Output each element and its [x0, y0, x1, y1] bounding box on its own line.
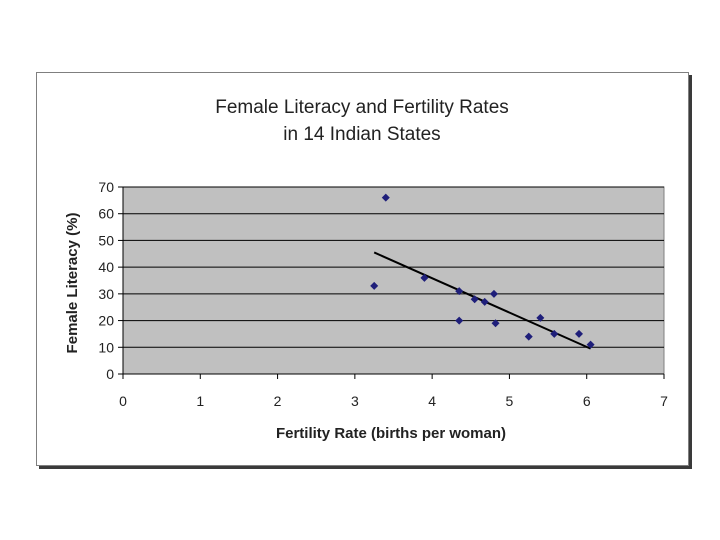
x-tick-label-6: 6	[583, 393, 591, 409]
data-point-14	[586, 340, 595, 349]
data-point-2	[381, 193, 390, 202]
x-tick-label-3: 3	[351, 393, 359, 409]
chart-subtitle: in 14 Indian States	[283, 124, 440, 145]
data-point-10	[524, 332, 533, 341]
y-tick-label-10: 10	[98, 339, 114, 355]
y-tick-label-20: 20	[98, 313, 114, 329]
data-point-12	[550, 329, 559, 338]
data-point-11	[536, 313, 545, 322]
data-point-4	[455, 287, 464, 296]
y-tick-label-0: 0	[106, 366, 114, 382]
x-tick-label-4: 4	[428, 393, 436, 409]
data-point-6	[470, 295, 479, 304]
y-tick-label-70: 70	[98, 179, 114, 195]
y-tick-label-30: 30	[98, 286, 114, 302]
x-tick-label-2: 2	[274, 393, 282, 409]
x-tick-label-7: 7	[660, 393, 668, 409]
y-tick-label-60: 60	[98, 206, 114, 222]
data-point-1	[370, 281, 379, 290]
y-tick-label-40: 40	[98, 259, 114, 275]
chart-title: Female Literacy and Fertility Rates	[215, 97, 509, 118]
scatter-chart: Female Literacy and Fertility Rates in 1…	[64, 97, 668, 442]
y-axis-title: Female Literacy (%)	[64, 213, 81, 354]
data-point-13	[574, 329, 583, 338]
data-point-9	[491, 319, 500, 328]
plot-area	[122, 186, 665, 375]
x-axis-title: Fertility Rate (births per woman)	[276, 425, 506, 442]
data-point-5	[455, 316, 464, 325]
data-point-3	[420, 273, 429, 282]
chart-frame: Female Literacy and Fertility Rates in 1…	[36, 72, 689, 466]
x-tick-label-1: 1	[196, 393, 204, 409]
y-tick-label-50: 50	[98, 232, 114, 248]
x-tick-label-0: 0	[119, 393, 127, 409]
data-point-7	[480, 297, 489, 306]
x-tick-label-5: 5	[506, 393, 514, 409]
data-point-8	[489, 289, 498, 298]
